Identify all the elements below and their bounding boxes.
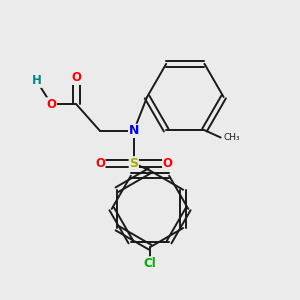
- Text: CH₃: CH₃: [223, 133, 240, 142]
- Text: O: O: [163, 157, 173, 170]
- Text: O: O: [71, 71, 81, 84]
- Text: N: N: [129, 124, 139, 137]
- Text: O: O: [46, 98, 56, 111]
- Text: H: H: [32, 74, 42, 87]
- Text: S: S: [129, 157, 138, 170]
- Text: O: O: [95, 157, 105, 170]
- Text: Cl: Cl: [144, 257, 156, 270]
